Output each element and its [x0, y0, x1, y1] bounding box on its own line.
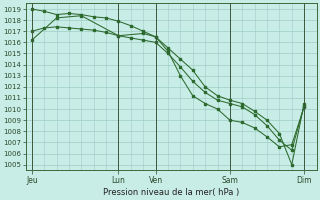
X-axis label: Pression niveau de la mer( hPa ): Pression niveau de la mer( hPa ) — [103, 188, 239, 197]
